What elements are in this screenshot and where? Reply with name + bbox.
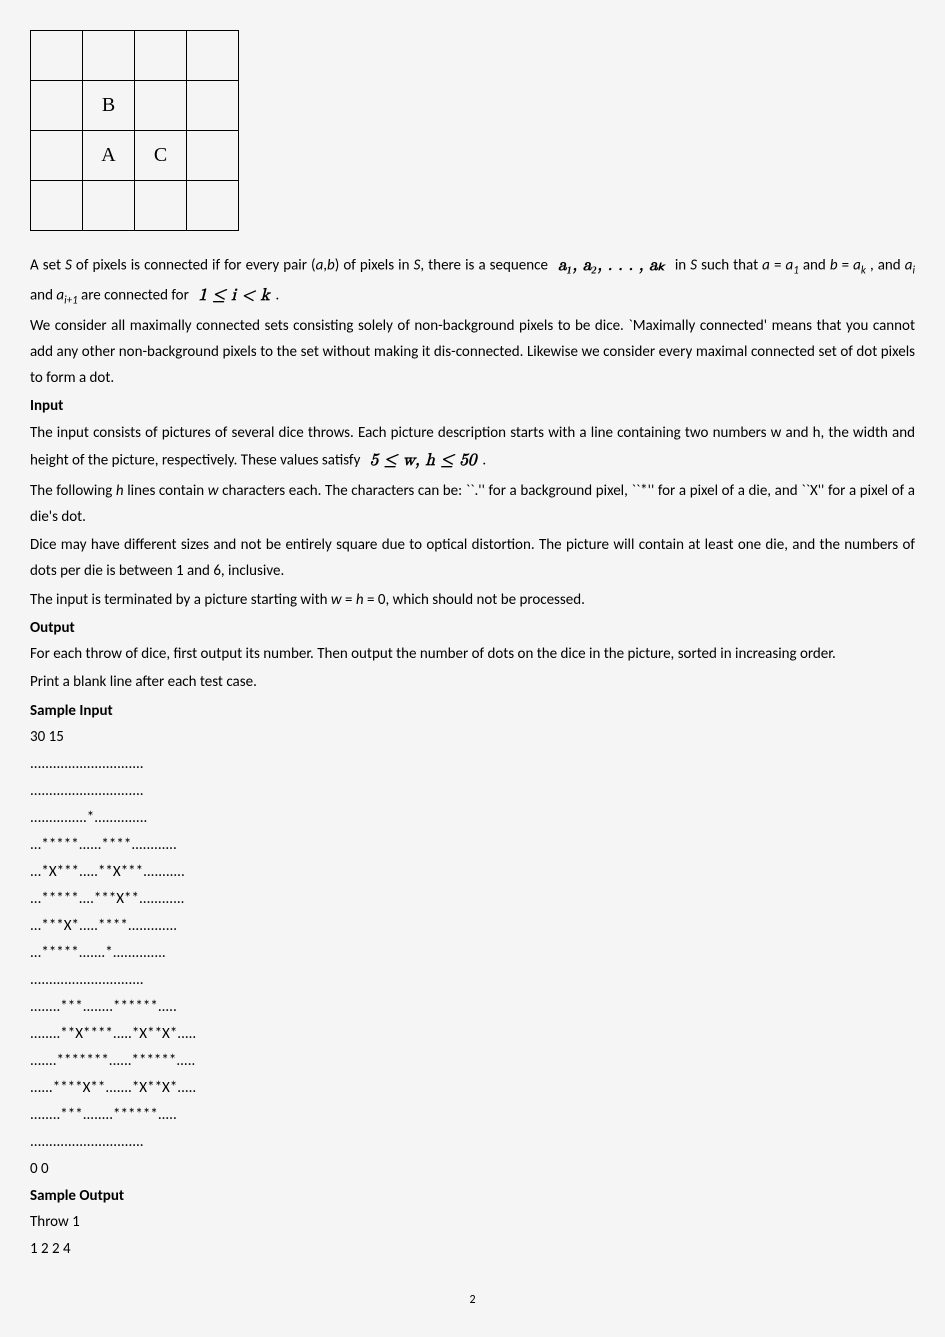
sample-line: ...*****.......*.............. [30, 940, 915, 967]
text: For each throw of dice, first output its… [30, 645, 836, 663]
table-row [31, 181, 239, 231]
text: Print a blank line after each test case. [30, 673, 257, 691]
text: ) of pixels in [335, 256, 414, 274]
sample-line: ...*X***.....**X***........... [30, 859, 915, 886]
sample-input-block: 30 15 .............................. ...… [30, 724, 915, 1183]
text: A set [30, 256, 65, 274]
grid-cell [31, 131, 83, 181]
text: = [770, 256, 786, 274]
text: We consider all maximally connected sets… [30, 317, 915, 388]
table-row: A C [31, 131, 239, 181]
sample-line: 30 15 [30, 724, 915, 751]
grid-cell [187, 181, 239, 231]
var-w: w [208, 482, 219, 500]
math-sequence: a₁, a₂, . . . , aₖ [552, 251, 671, 281]
output-heading: Output [30, 615, 915, 641]
grid-cell [187, 131, 239, 181]
sample-line: Throw 1 [30, 1209, 915, 1236]
grid-cell [135, 31, 187, 81]
grid-cell [31, 81, 83, 131]
paragraph-input-3: Dice may have different sizes and not be… [30, 532, 915, 585]
paragraph-input-4: The input is terminated by a picture sta… [30, 587, 915, 613]
grid-cell: A [83, 131, 135, 181]
var-ai1: a [56, 286, 64, 304]
paragraph-input-1: The input consists of pictures of severa… [30, 420, 915, 476]
text: and [799, 256, 830, 274]
var-S: S [65, 256, 72, 274]
text: = 0, which should not be processed. [364, 591, 585, 609]
grid-cell [187, 81, 239, 131]
sample-line: ........***........******..... [30, 1102, 915, 1129]
text: , there is a sequence [420, 256, 552, 274]
grid-cell [83, 181, 135, 231]
page-number: 2 [30, 1293, 915, 1307]
paragraph-output-1: For each throw of dice, first output its… [30, 641, 915, 667]
text: in [671, 256, 690, 274]
sample-line: 1 2 2 4 [30, 1236, 915, 1263]
text: . [482, 451, 486, 469]
grid-cell [31, 31, 83, 81]
grid-cell [83, 31, 135, 81]
text: lines contain [124, 482, 208, 500]
sample-line: .............................. [30, 1129, 915, 1156]
var-b: b [327, 256, 335, 274]
sample-line: ........***........******..... [30, 994, 915, 1021]
var-a: a [762, 256, 770, 274]
sample-input-heading: Sample Input [30, 698, 915, 724]
pixel-grid-table: B A C [30, 30, 239, 231]
grid-cell: C [135, 131, 187, 181]
text: are connected for [78, 286, 193, 304]
sub-i1: i+1 [64, 293, 78, 306]
paragraph-maximal: We consider all maximally connected sets… [30, 313, 915, 392]
sample-line: .............................. [30, 967, 915, 994]
sample-line: ...............*.............. [30, 805, 915, 832]
math-wh-bound: 5 ≤ w, h ≤ 50 [364, 446, 483, 476]
var-h: h [356, 591, 364, 609]
grid-cell [135, 81, 187, 131]
grid-cell [187, 31, 239, 81]
text: , and [866, 256, 905, 274]
text: The input is terminated by a picture sta… [30, 591, 331, 609]
sample-line: ...*****....***X**............ [30, 886, 915, 913]
var-ak: a [853, 256, 861, 274]
table-row: B [31, 81, 239, 131]
var-w: w [331, 591, 342, 609]
sample-line: .............................. [30, 778, 915, 805]
paragraph-input-2: The following h lines contain w characte… [30, 478, 915, 531]
grid-cell: B [83, 81, 135, 131]
text: = [342, 591, 356, 609]
text: . [275, 286, 279, 304]
text: Dice may have different sizes and not be… [30, 536, 915, 580]
sample-output-block: Throw 1 1 2 2 4 [30, 1209, 915, 1263]
sample-line: .............................. [30, 751, 915, 778]
sample-line: 0 0 [30, 1156, 915, 1183]
paragraph-output-2: Print a blank line after each test case. [30, 669, 915, 695]
sample-output-heading: Sample Output [30, 1183, 915, 1209]
math-index-bound: 1 ≤ i < k [192, 281, 275, 311]
sample-line: ........**X****.....*X**X*..... [30, 1021, 915, 1048]
text: = [838, 256, 854, 274]
var-h: h [116, 482, 124, 500]
text: of pixels is connected if for every pair… [72, 256, 316, 274]
table-row [31, 31, 239, 81]
sample-line: ...*****......****............ [30, 832, 915, 859]
sample-line: .......*******......******..... [30, 1048, 915, 1075]
sample-line: ......****X**.......*X**X*..... [30, 1075, 915, 1102]
text: such that [697, 256, 762, 274]
paragraph-connected-def: A set S of pixels is connected if for ev… [30, 251, 915, 311]
text: The following [30, 482, 116, 500]
input-heading: Input [30, 393, 915, 419]
var-b: b [830, 256, 838, 274]
grid-cell [135, 181, 187, 231]
sub-i: i [912, 263, 915, 276]
text: and [30, 286, 56, 304]
grid-cell [31, 181, 83, 231]
sample-line: ...***X*.....****............. [30, 913, 915, 940]
